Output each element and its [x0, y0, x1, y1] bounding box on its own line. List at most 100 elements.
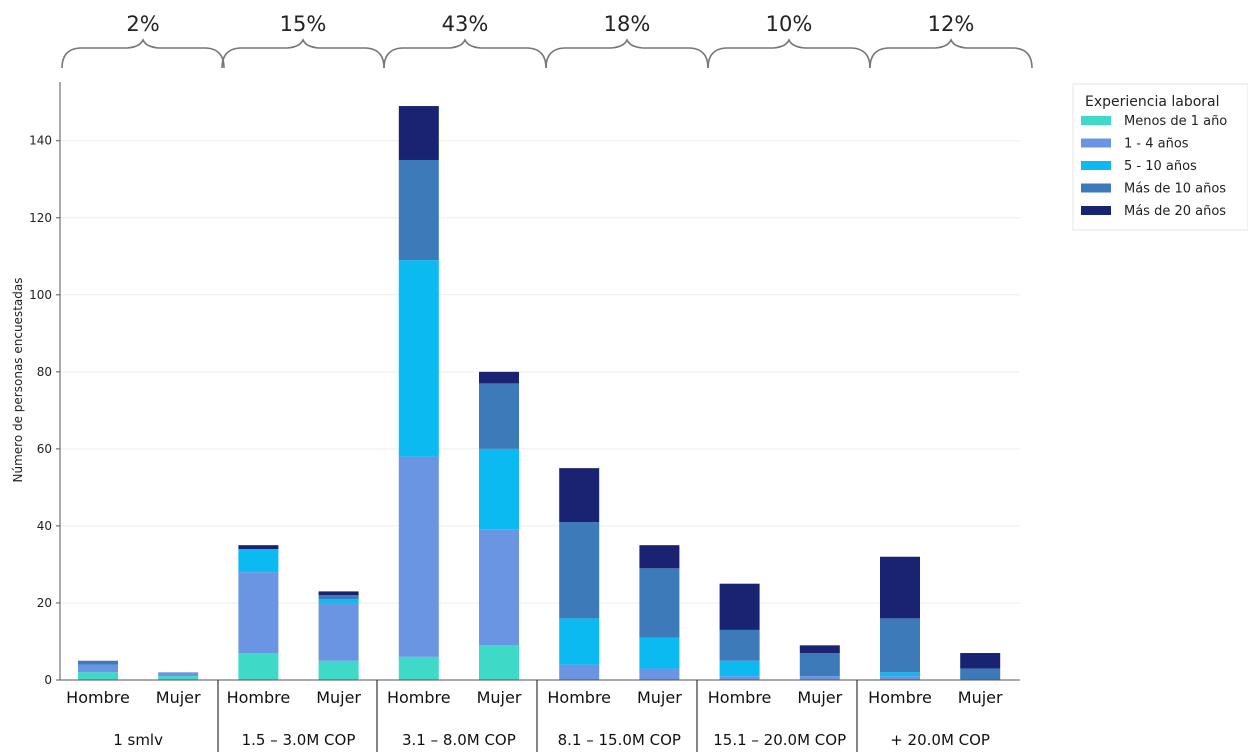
x-category-label: Mujer — [316, 688, 361, 707]
x-category-label: Mujer — [797, 688, 842, 707]
bar-segment — [78, 672, 118, 680]
bar-segment — [318, 602, 359, 661]
group-label: + 20.0M COP — [890, 731, 990, 749]
group-percentage: 2% — [126, 12, 159, 36]
bar-segment — [398, 456, 439, 657]
legend-entry: Menos de 1 año — [1124, 114, 1227, 129]
group-percentage: 18% — [604, 12, 651, 36]
bar-segment — [880, 676, 920, 680]
y-tick-label: 120 — [29, 211, 52, 225]
bar-segment — [639, 668, 680, 680]
x-labels: Hombre Mujer Hombre Mujer Hombre Mujer Hombre M… — [66, 688, 1003, 749]
legend-swatch — [1081, 206, 1111, 215]
legend-swatch — [1081, 116, 1111, 125]
bar-segment — [960, 653, 1001, 669]
bar-segment — [719, 676, 760, 680]
legend-entry: Más de 20 años — [1124, 204, 1226, 219]
bar-segment — [719, 629, 760, 661]
bar-segment — [479, 371, 519, 384]
axes — [59, 82, 1020, 752]
bar-segment — [960, 668, 1001, 680]
group-label: 1 smlv — [113, 731, 163, 749]
x-category-label: Hombre — [868, 688, 932, 707]
legend-swatch — [1081, 161, 1111, 170]
x-category-label: Hombre — [227, 688, 291, 707]
y-axis-label: Número de personas encuestadas — [11, 278, 25, 483]
bar-segment — [238, 572, 279, 654]
y-tick-label: 0 — [44, 673, 52, 687]
group-brace — [61, 37, 225, 69]
bar-segment — [238, 549, 279, 573]
group-percentage: 43% — [442, 12, 489, 36]
bar-segment — [238, 653, 279, 680]
bar-segment — [719, 660, 760, 677]
bar-segment — [880, 618, 920, 673]
bar-segment — [318, 591, 359, 596]
bar-segment — [78, 664, 118, 673]
bar-segment — [479, 529, 519, 646]
group-percentage: 15% — [280, 12, 327, 36]
bar-segment — [158, 672, 199, 677]
y-ticks: 0 20 40 60 80 100 120 140 — [29, 134, 60, 687]
y-tick-label: 20 — [37, 596, 52, 610]
bar-segment — [238, 545, 279, 550]
y-tick-label: 140 — [29, 134, 52, 148]
x-category-label: Hombre — [547, 688, 611, 707]
bar-segment — [639, 545, 680, 569]
bar-segment — [78, 660, 118, 665]
group-brace — [545, 37, 709, 69]
bar-segment — [559, 522, 600, 619]
group-brace — [707, 37, 871, 69]
bar-segment — [880, 556, 920, 619]
group-brace — [869, 37, 1033, 69]
bar-segment — [158, 676, 199, 680]
legend: Experiencia laboral Menos de 1 año 1 - 4 … — [1072, 83, 1248, 231]
bar-segment — [398, 159, 439, 261]
bar-segment — [639, 637, 680, 669]
bar-segment — [318, 660, 359, 680]
x-category-label: Hombre — [708, 688, 772, 707]
bar-segment — [479, 383, 519, 449]
y-tick-label: 80 — [37, 365, 52, 379]
bar-segment — [799, 645, 840, 654]
group-brace — [383, 37, 547, 69]
bar-segment — [479, 448, 519, 530]
legend-box — [1072, 83, 1248, 231]
legend-swatch — [1081, 183, 1111, 193]
bar-segment — [398, 260, 439, 457]
group-percentage: 12% — [928, 12, 975, 36]
bars — [78, 106, 1001, 680]
y-tick-label: 100 — [29, 288, 52, 302]
x-category-label: Mujer — [958, 688, 1003, 707]
bar-segment — [799, 676, 840, 680]
x-category-label: Mujer — [637, 688, 682, 707]
x-category-label: Hombre — [387, 688, 451, 707]
group-brace — [221, 37, 385, 69]
bar-segment — [719, 583, 760, 630]
bar-segment — [398, 656, 439, 680]
legend-entry: 1 - 4 años — [1124, 137, 1189, 152]
bar-segment — [559, 468, 600, 523]
group-label: 8.1 – 15.0M COP — [558, 731, 681, 749]
bar-segment — [559, 618, 600, 665]
group-label: 15.1 – 20.0M COP — [713, 731, 846, 749]
group-label: 3.1 – 8.0M COP — [402, 731, 516, 749]
legend-entry: 5 - 10 años — [1124, 159, 1197, 174]
group-braces: 2% 15% 43% 18% 10% 12% — [61, 12, 1033, 69]
y-tick-label: 40 — [37, 519, 52, 533]
bar-segment — [318, 595, 359, 600]
bar-segment — [559, 664, 600, 680]
y-tick-label: 60 — [37, 442, 52, 456]
bar-segment — [639, 568, 680, 638]
x-category-label: Mujer — [477, 688, 522, 707]
bar-segment — [799, 653, 840, 677]
bar-segment — [318, 599, 359, 603]
x-category-label: Hombre — [66, 688, 130, 707]
bar-segment — [398, 106, 439, 160]
group-percentage: 10% — [766, 12, 813, 36]
legend-entry: Más de 10 años — [1124, 182, 1226, 197]
gridlines — [60, 140, 1020, 604]
group-label: 1.5 – 3.0M COP — [242, 731, 356, 749]
bar-segment — [479, 645, 519, 680]
